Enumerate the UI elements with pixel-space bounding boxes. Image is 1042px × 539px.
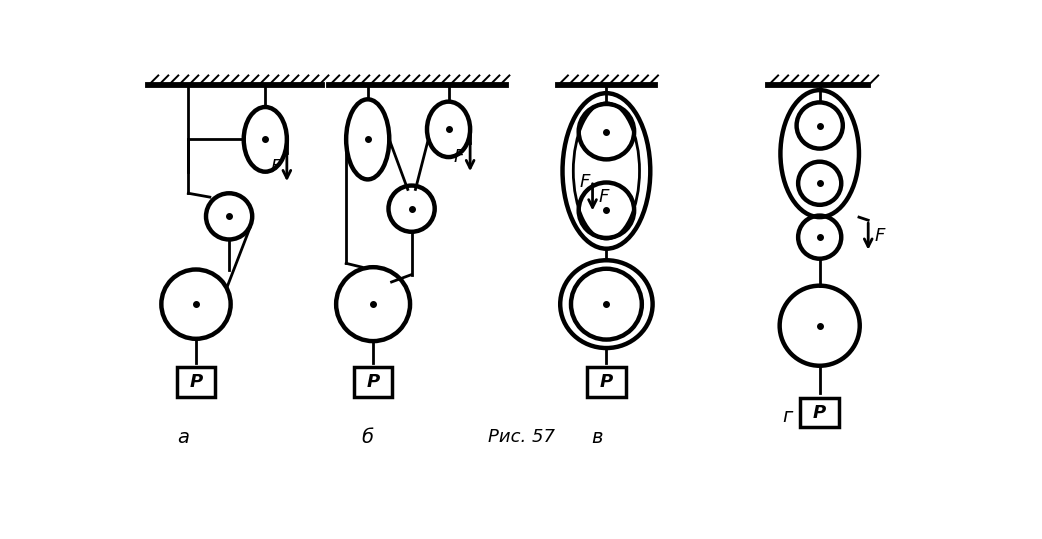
- Text: P: P: [600, 373, 613, 391]
- Ellipse shape: [346, 99, 390, 179]
- Text: F: F: [453, 148, 464, 166]
- Text: P: P: [190, 373, 202, 391]
- Ellipse shape: [427, 102, 470, 157]
- Bar: [354, 367, 393, 397]
- Text: б: б: [362, 428, 374, 447]
- Text: F: F: [579, 172, 590, 191]
- Text: P: P: [813, 404, 826, 421]
- Bar: [177, 367, 216, 397]
- Text: P: P: [367, 373, 379, 391]
- Text: в: в: [592, 428, 603, 447]
- Ellipse shape: [244, 107, 287, 172]
- Text: F: F: [270, 158, 280, 176]
- Bar: [800, 398, 839, 427]
- Text: F: F: [874, 227, 885, 245]
- Text: Рис. 57: Рис. 57: [488, 429, 554, 446]
- Text: F: F: [599, 188, 610, 206]
- Bar: [587, 367, 625, 397]
- Text: а: а: [177, 428, 189, 447]
- Text: г: г: [783, 407, 793, 426]
